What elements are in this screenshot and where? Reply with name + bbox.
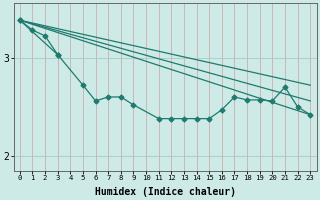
X-axis label: Humidex (Indice chaleur): Humidex (Indice chaleur) [94,186,236,197]
